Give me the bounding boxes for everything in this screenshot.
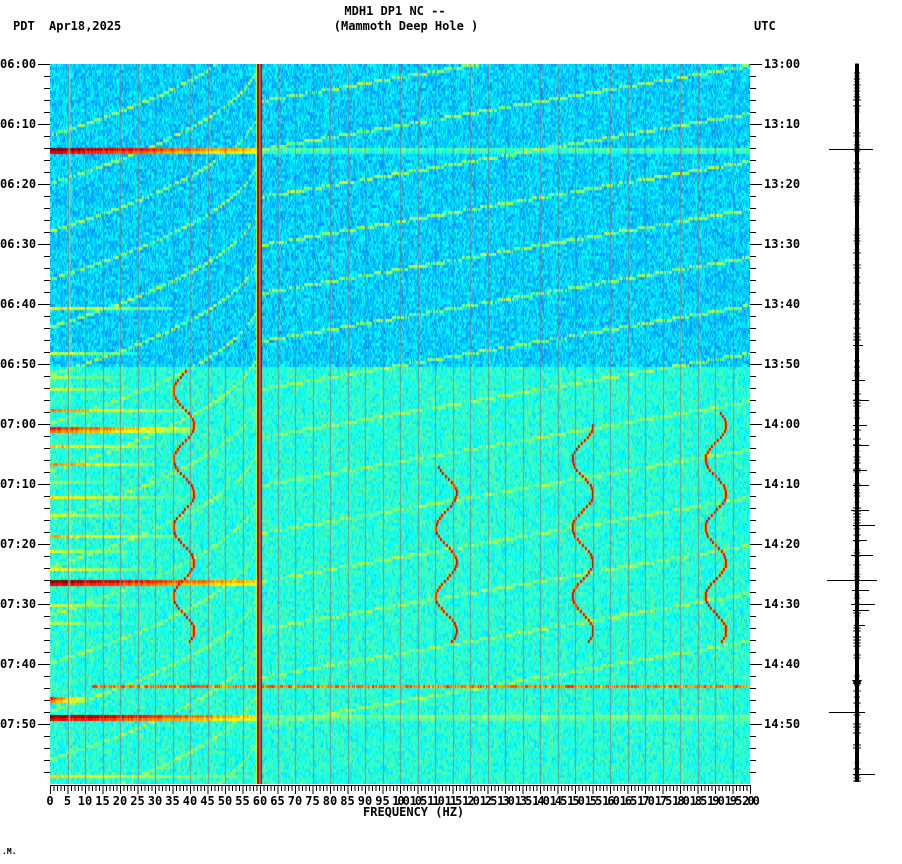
timezone-right-label: UTC (754, 19, 776, 33)
x-tick: 75 (305, 794, 320, 808)
x-tick: 5 (63, 794, 72, 808)
x-tick: 160 (602, 794, 620, 808)
x-tick: 110 (427, 794, 445, 808)
x-tick: 70 (287, 794, 303, 808)
x-tick: 130 (497, 794, 515, 808)
x-tick: 80 (322, 794, 338, 808)
x-tick: 120 (462, 794, 480, 808)
x-tick: 15 (95, 794, 110, 808)
y-tick-left: 06:40 (0, 297, 37, 311)
y-tick-right: 14:10 (764, 477, 801, 491)
x-tick: 145 (549, 794, 568, 808)
y-tick-right: 14:30 (764, 597, 801, 611)
y-tick-left: 06:50 (0, 357, 37, 371)
y-tick-left: 07:10 (0, 477, 37, 491)
y-tick-left: 06:00 (0, 57, 37, 71)
x-tick: 45 (200, 794, 215, 808)
spectrogram-canvas (50, 64, 750, 784)
chart-title: MDH1 DP1 NC -- (344, 4, 446, 18)
x-tick: 155 (584, 794, 603, 808)
y-tick-right: 13:30 (764, 237, 801, 251)
timezone-left-label: PDT (13, 19, 35, 33)
x-tick: 10 (77, 794, 93, 808)
x-tick: 115 (444, 794, 463, 808)
x-tick: 200 (742, 794, 760, 808)
x-tick: 30 (147, 794, 163, 808)
y-tick-left: 07:20 (0, 537, 37, 551)
x-tick: 125 (479, 794, 498, 808)
x-tick: 100 (392, 794, 410, 808)
y-tick-left: 07:40 (0, 657, 37, 671)
x-tick: 170 (637, 794, 655, 808)
y-tick-right: 13:00 (764, 57, 801, 71)
y-tick-left: 06:10 (0, 117, 37, 131)
x-tick: 195 (724, 794, 743, 808)
x-tick: 140 (532, 794, 550, 808)
x-tick: 165 (619, 794, 638, 808)
y-tick-right: 14:50 (764, 717, 801, 731)
x-tick: 105 (409, 794, 428, 808)
x-tick: 180 (672, 794, 690, 808)
x-tick: 60 (252, 794, 268, 808)
y-tick-left: 07:30 (0, 597, 37, 611)
x-tick: 85 (340, 794, 355, 808)
x-tick: 135 (514, 794, 533, 808)
x-tick: 190 (707, 794, 725, 808)
y-tick-left: 07:50 (0, 717, 37, 731)
y-tick-right: 14:00 (764, 417, 801, 431)
x-tick: 0 (46, 794, 54, 808)
y-tick-right: 13:40 (764, 297, 801, 311)
x-tick: 175 (654, 794, 673, 808)
y-tick-right: 13:10 (764, 117, 801, 131)
x-tick: 95 (375, 794, 390, 808)
x-tick: 40 (182, 794, 198, 808)
x-axis-title: FREQUENCY (HZ) (363, 805, 465, 819)
footer-mark: .M. (2, 847, 17, 856)
x-tick: 20 (112, 794, 128, 808)
y-tick-left: 06:30 (0, 237, 37, 251)
x-tick: 65 (270, 794, 285, 808)
x-tick: 90 (357, 794, 373, 808)
station-name: (Mammoth Deep Hole ) (333, 19, 479, 33)
y-tick-right: 13:20 (764, 177, 801, 191)
x-tick: 55 (235, 794, 250, 808)
x-tick: 50 (217, 794, 233, 808)
y-tick-right: 14:40 (764, 657, 801, 671)
date-label: Apr18,2025 (49, 19, 122, 33)
x-tick: 25 (130, 794, 145, 808)
spectrogram-plot (50, 64, 750, 784)
y-tick-left: 06:20 (0, 177, 37, 191)
x-tick: 150 (567, 794, 585, 808)
y-tick-right: 14:20 (764, 537, 801, 551)
x-tick: 35 (165, 794, 180, 808)
y-tick-right: 13:50 (764, 357, 801, 371)
y-tick-left: 07:00 (0, 417, 37, 431)
x-tick: 185 (689, 794, 708, 808)
